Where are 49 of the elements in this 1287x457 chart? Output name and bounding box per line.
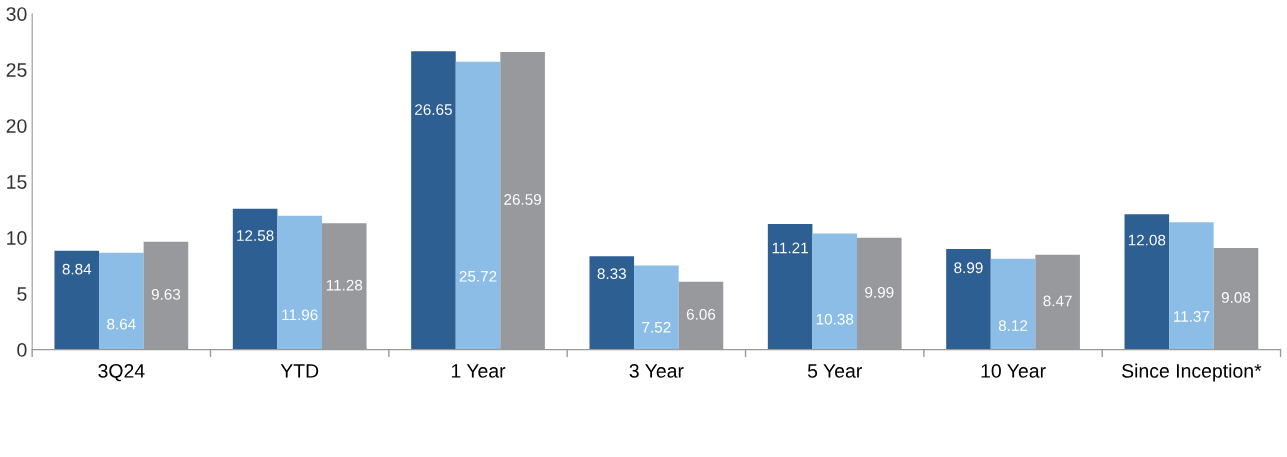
data-label: 11.21 bbox=[772, 242, 808, 254]
data-label: 26.59 bbox=[504, 194, 542, 205]
bar bbox=[277, 215, 322, 350]
data-label: 7.52 bbox=[642, 321, 671, 333]
data-label: 11.96 bbox=[282, 309, 318, 321]
bar bbox=[767, 224, 813, 350]
x-tick-label: 1 Year bbox=[451, 364, 506, 378]
data-label: 8.84 bbox=[62, 263, 92, 275]
bar bbox=[1124, 214, 1170, 350]
data-label: 9.08 bbox=[1221, 292, 1251, 303]
bar bbox=[990, 258, 1036, 350]
y-tick-label: 10 bbox=[7, 231, 27, 245]
y-tick-label: 20 bbox=[6, 119, 27, 133]
x-tick-label: 10 Year bbox=[981, 364, 1046, 378]
bar bbox=[455, 61, 501, 350]
data-label: 8.47 bbox=[1043, 295, 1072, 307]
data-label: 8.64 bbox=[107, 318, 136, 330]
y-tick-label: 5 bbox=[17, 287, 27, 301]
y-tick-label: 0 bbox=[17, 343, 27, 357]
x-tick-label: Since Inception* bbox=[1122, 363, 1262, 382]
data-label: 9.99 bbox=[865, 286, 894, 298]
data-label: 10.38 bbox=[816, 313, 854, 325]
data-label: 11.28 bbox=[326, 279, 363, 291]
y-tick-label: 25 bbox=[6, 63, 27, 77]
bar bbox=[99, 252, 144, 350]
bar bbox=[812, 233, 857, 350]
data-label: 8.12 bbox=[998, 320, 1028, 331]
data-label: 12.08 bbox=[1128, 234, 1166, 246]
data-label: 26.65 bbox=[415, 104, 452, 115]
x-tick-label: YTD bbox=[280, 364, 319, 378]
data-label: 6.06 bbox=[686, 308, 716, 320]
data-label: 8.99 bbox=[954, 262, 983, 274]
data-label: 25.72 bbox=[459, 270, 497, 282]
x-tick-label: 3 Year bbox=[629, 364, 684, 378]
x-tick-label: 3Q24 bbox=[98, 364, 145, 382]
y-tick-label: 15 bbox=[7, 175, 27, 189]
x-tick-label: 5 Year bbox=[807, 364, 862, 378]
bar bbox=[634, 265, 679, 350]
bar bbox=[589, 256, 635, 350]
bar bbox=[54, 250, 100, 350]
data-label: 12.58 bbox=[237, 230, 274, 242]
bar bbox=[411, 51, 456, 350]
y-tick-label: 30 bbox=[6, 7, 27, 21]
bar bbox=[232, 208, 278, 350]
data-label: 9.63 bbox=[151, 288, 181, 300]
bar bbox=[1169, 222, 1214, 350]
bar bbox=[946, 248, 991, 350]
data-label: 8.33 bbox=[597, 268, 626, 280]
data-label: 11.37 bbox=[1174, 311, 1210, 322]
